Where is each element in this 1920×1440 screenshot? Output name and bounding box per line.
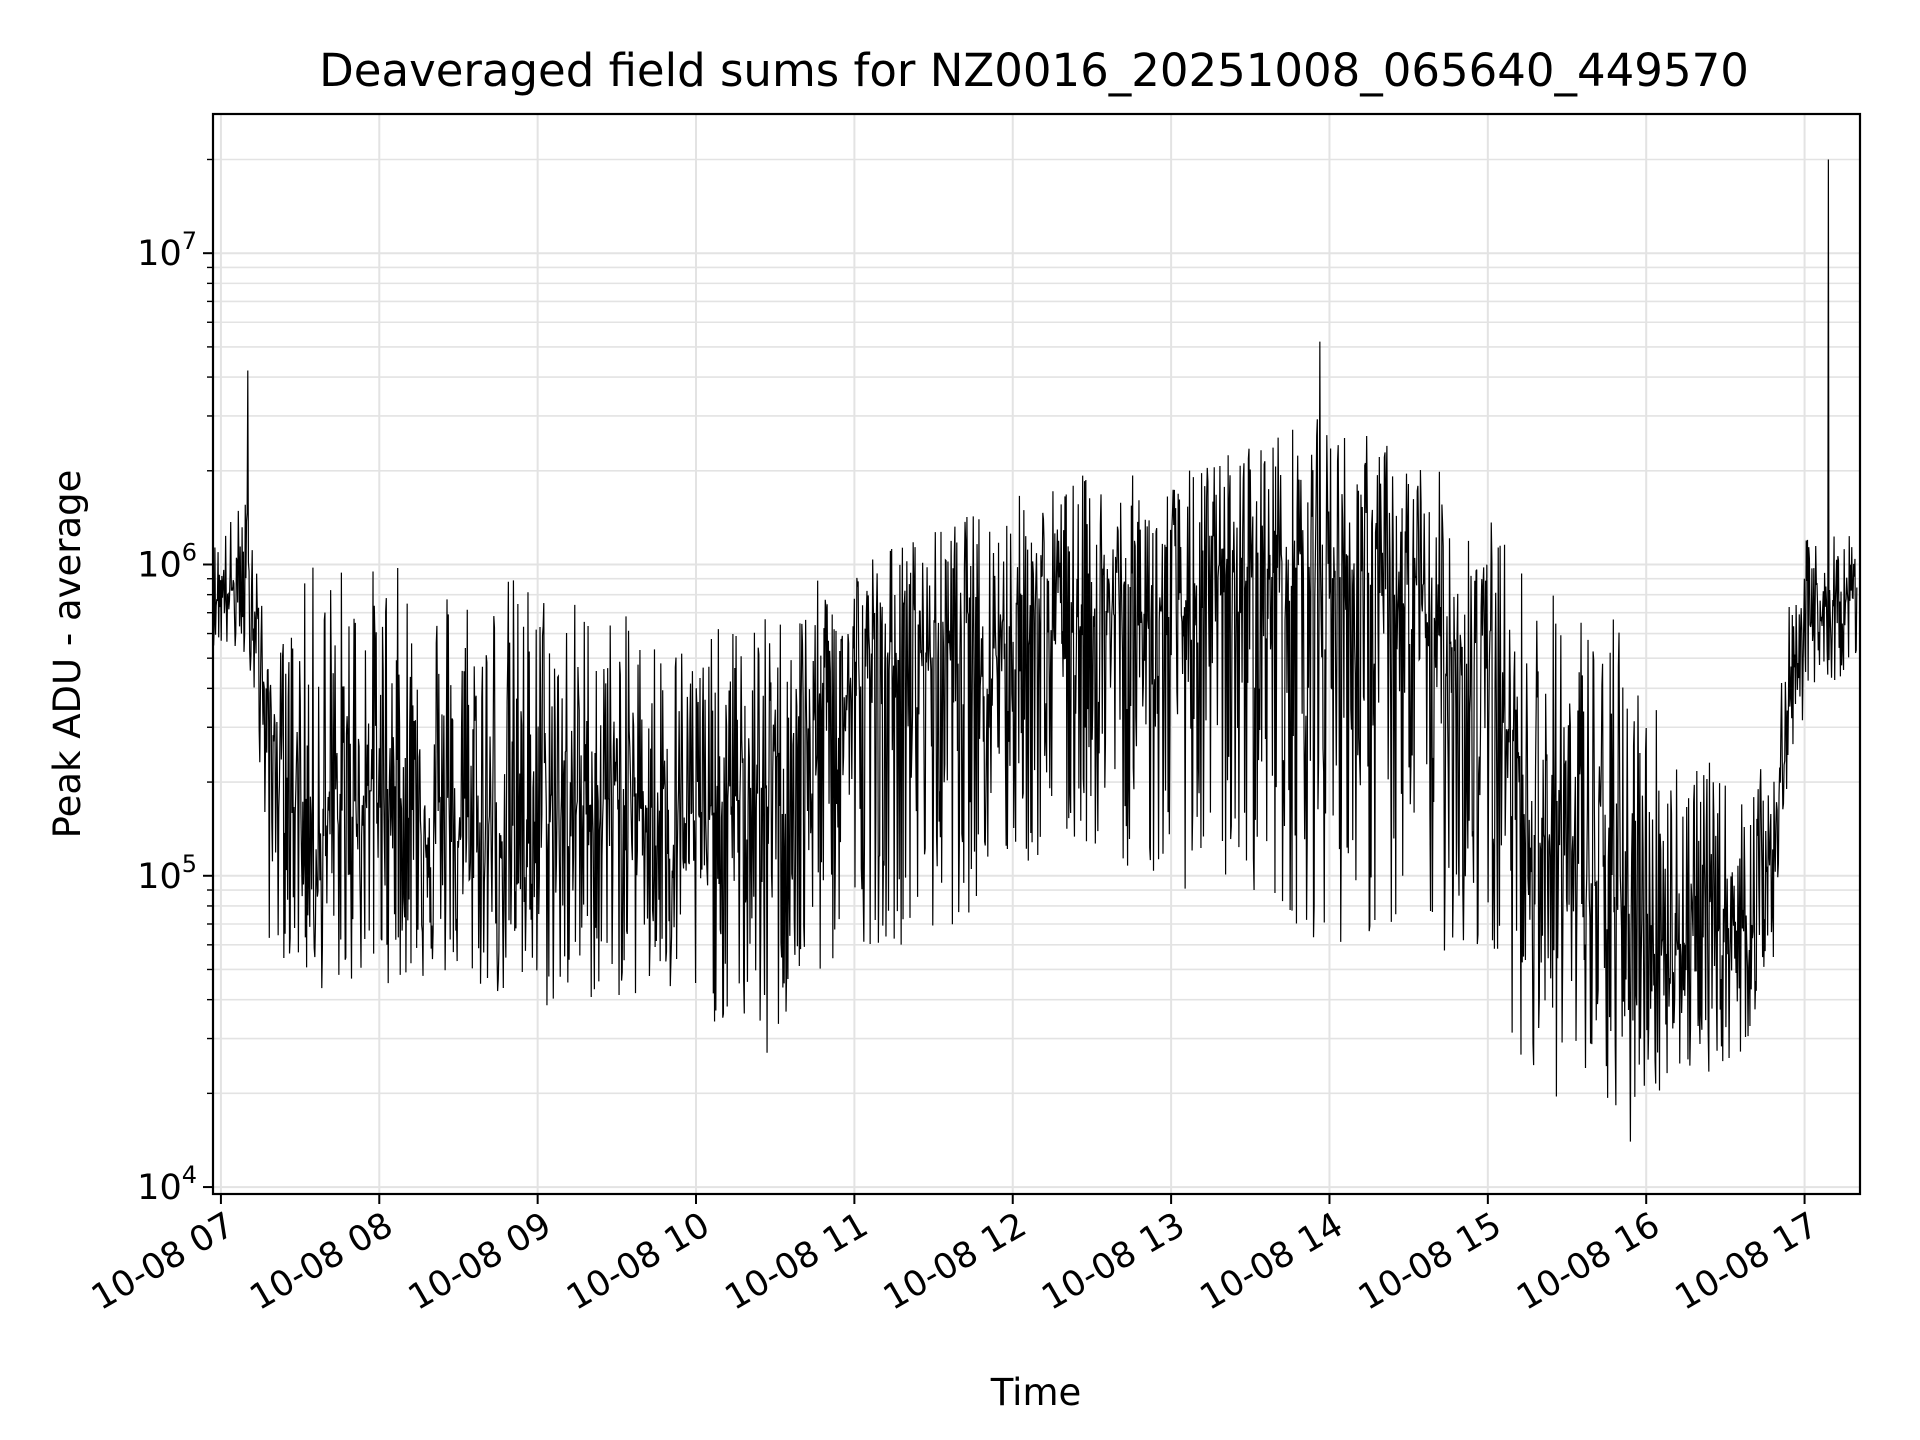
y-tick-label: 105 bbox=[137, 850, 197, 897]
series-line bbox=[212, 159, 1858, 1142]
y-axis-label: Peak ADU - average bbox=[46, 470, 89, 839]
chart-title: Deaveraged field sums for NZ0016_2025100… bbox=[319, 44, 1749, 97]
y-tick-base: 10 bbox=[137, 545, 182, 585]
y-tick-exponent: 7 bbox=[182, 227, 197, 255]
y-tick-label: 106 bbox=[137, 538, 197, 585]
y-tick-label: 104 bbox=[137, 1161, 197, 1208]
y-tick-exponent: 4 bbox=[182, 1161, 197, 1189]
series-layer bbox=[212, 159, 1858, 1142]
grid-layer bbox=[213, 114, 1860, 1194]
y-tick-base: 10 bbox=[137, 1168, 182, 1208]
y-tick-base: 10 bbox=[137, 857, 182, 897]
x-axis-label: Time bbox=[990, 1371, 1082, 1414]
y-tick-label: 107 bbox=[137, 227, 197, 274]
y-tick-base: 10 bbox=[137, 234, 182, 274]
y-tick-exponent: 5 bbox=[182, 850, 197, 878]
y-tick-exponent: 6 bbox=[182, 538, 197, 566]
plot-frame bbox=[211, 112, 1862, 1196]
